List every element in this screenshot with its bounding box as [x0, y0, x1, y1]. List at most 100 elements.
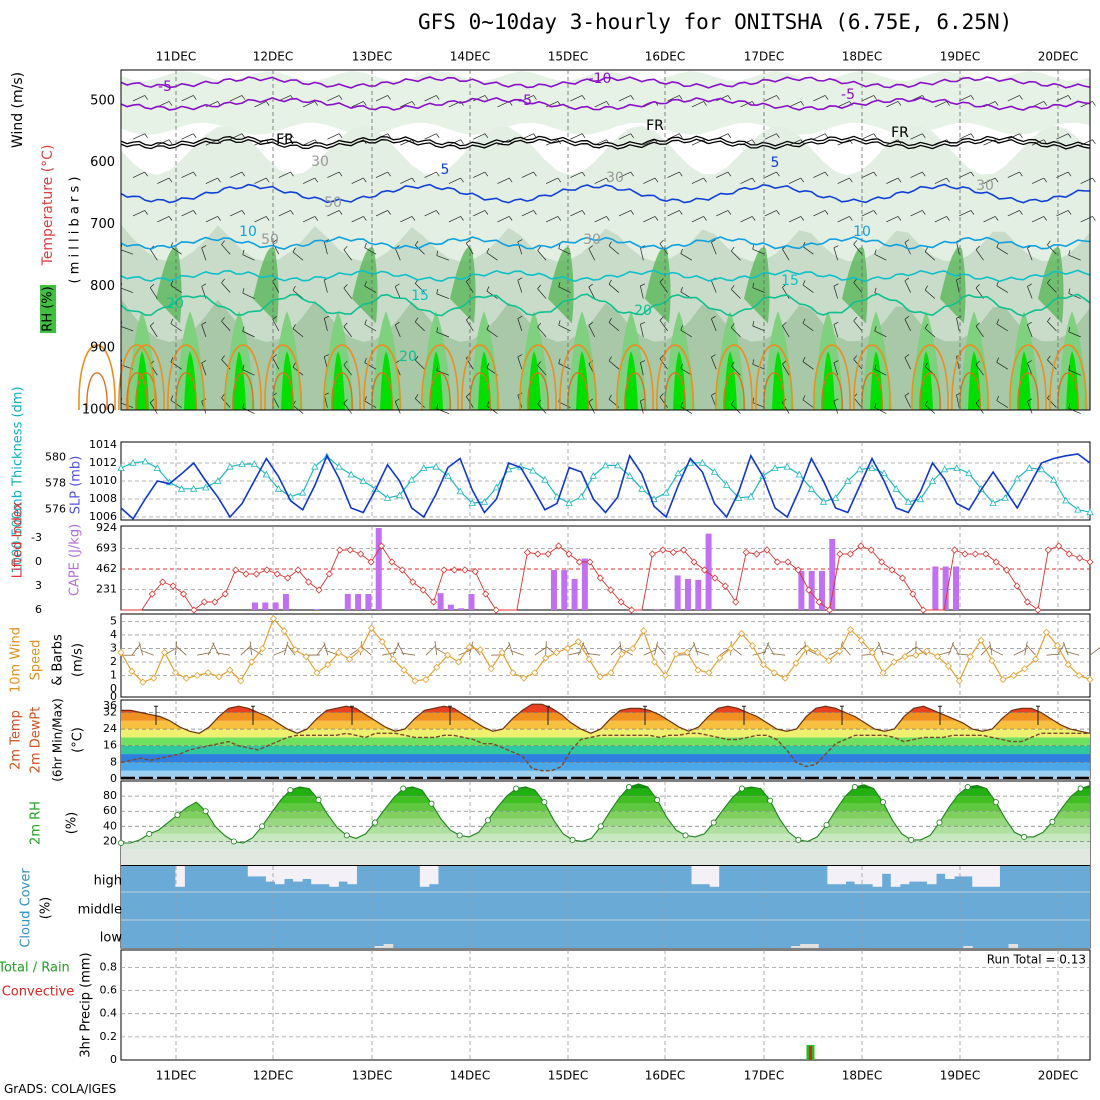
li-marker — [575, 558, 584, 566]
cloud-label: Cloud Cover — [19, 868, 34, 948]
surface-barb — [425, 645, 437, 656]
cloud-high-gap — [908, 866, 919, 882]
wind-barb — [640, 362, 644, 376]
wind10m-label-4: (m/s) — [71, 643, 86, 677]
cape-bar — [375, 528, 382, 610]
thickness-marker — [989, 499, 997, 507]
wind-barb-flag — [679, 171, 683, 177]
wind-barb — [327, 133, 340, 140]
wind-barb-flag — [824, 171, 829, 177]
wind-barb-flag — [314, 216, 319, 221]
thickness-marker — [383, 494, 392, 501]
wind-barb-flag — [873, 95, 877, 100]
isotherm-25 — [616, 344, 654, 411]
rh-plume-core — [1066, 351, 1079, 410]
li-tick: 3 — [35, 579, 42, 592]
wind-barb-flag — [533, 95, 537, 100]
wind-barb-flag — [1027, 360, 1032, 364]
cloud-high-gap — [700, 866, 711, 885]
wind-barb — [486, 329, 498, 338]
rh-legend-label: RH (%) — [41, 286, 56, 331]
wind-barb — [149, 402, 158, 414]
wind-speed-marker — [454, 658, 463, 666]
wind-barb-flag — [436, 250, 439, 256]
wind-barb-flag — [904, 277, 910, 282]
li-marker — [325, 570, 333, 578]
wind-barb-flag — [557, 216, 562, 221]
rh-plume-core — [430, 351, 443, 410]
pressure-tick: 600 — [90, 155, 115, 170]
wind-barb-flag — [1068, 250, 1071, 256]
wind-barb-flag — [1068, 326, 1071, 332]
thickness-marker — [638, 484, 646, 492]
thickness-marker — [662, 488, 670, 496]
wind-barb-flag — [484, 210, 489, 215]
li-marker — [607, 586, 615, 594]
isotherm-25 — [78, 344, 116, 411]
li-marker — [794, 566, 802, 574]
wind-barb — [904, 395, 911, 408]
rh-plume-core — [822, 351, 835, 410]
wind-speed-marker — [411, 677, 419, 685]
thickness-marker — [444, 471, 452, 479]
wind-barb — [874, 407, 887, 414]
thickness-marker — [589, 471, 598, 479]
wind-barb-flag — [608, 279, 612, 285]
wind-barb — [618, 133, 631, 140]
contour-label: 30 — [976, 178, 994, 194]
thickness-marker — [698, 458, 707, 466]
rh-base — [121, 849, 1090, 865]
rh-marker — [964, 784, 971, 791]
wind-barb-flag — [897, 216, 902, 221]
li-marker — [565, 550, 573, 558]
wind-barb-flag — [1067, 95, 1072, 100]
cloud-low-bar — [1008, 944, 1019, 948]
wind-barb — [691, 216, 704, 223]
wind-speed-marker — [759, 661, 767, 669]
wind-barb-flag — [874, 287, 877, 293]
wind-barb — [302, 139, 316, 146]
wind-barb-flag — [201, 321, 207, 325]
cloud-low-bar — [791, 946, 801, 948]
wind-barb-flag — [290, 210, 294, 215]
surface-barb — [534, 647, 547, 656]
li-marker — [898, 574, 907, 582]
cape-bar — [272, 602, 279, 610]
cape-tick: 231 — [96, 583, 117, 596]
wind-barb-flag — [802, 318, 806, 324]
wind-barb-flag — [170, 357, 174, 363]
wind-barb-flag — [170, 242, 174, 248]
wind-barb — [802, 399, 814, 408]
wind-barb — [588, 325, 596, 338]
precip-run-total: Run Total = 0.13 — [987, 953, 1086, 967]
wind-barb-flag — [533, 171, 537, 177]
rh-plume-core — [870, 351, 883, 410]
cloud-high-gap — [247, 866, 258, 877]
wind-barb — [517, 280, 523, 293]
wind-barb — [659, 281, 668, 293]
wind-barb-flag — [387, 210, 391, 215]
wind-speed-marker — [1064, 661, 1072, 669]
cape-bar — [458, 608, 465, 610]
thickness-marker — [1001, 494, 1009, 501]
precip-panel — [120, 949, 1091, 1061]
wind-barb-flag — [897, 101, 902, 106]
thickness-marker — [1013, 474, 1021, 482]
date-label-top: 11DEC — [156, 50, 196, 64]
wind-barb-flag — [630, 133, 634, 139]
wind-barb-flag — [897, 177, 902, 183]
wind-speed-marker — [324, 661, 332, 669]
rh-marker — [823, 821, 830, 828]
li-marker — [971, 550, 979, 558]
wind-speed-marker — [465, 643, 473, 651]
wind-barb-flag — [946, 216, 950, 221]
rh-band — [121, 784, 1090, 789]
li-marker — [263, 566, 271, 574]
contour-label: FR — [646, 118, 664, 134]
wind-barb-flag — [956, 277, 962, 281]
isotherm-30 — [1017, 372, 1039, 411]
wind-barb — [230, 95, 243, 102]
li-marker — [534, 550, 542, 558]
thickness-tick: 578 — [45, 477, 66, 490]
wind10m-panel — [120, 613, 1091, 698]
